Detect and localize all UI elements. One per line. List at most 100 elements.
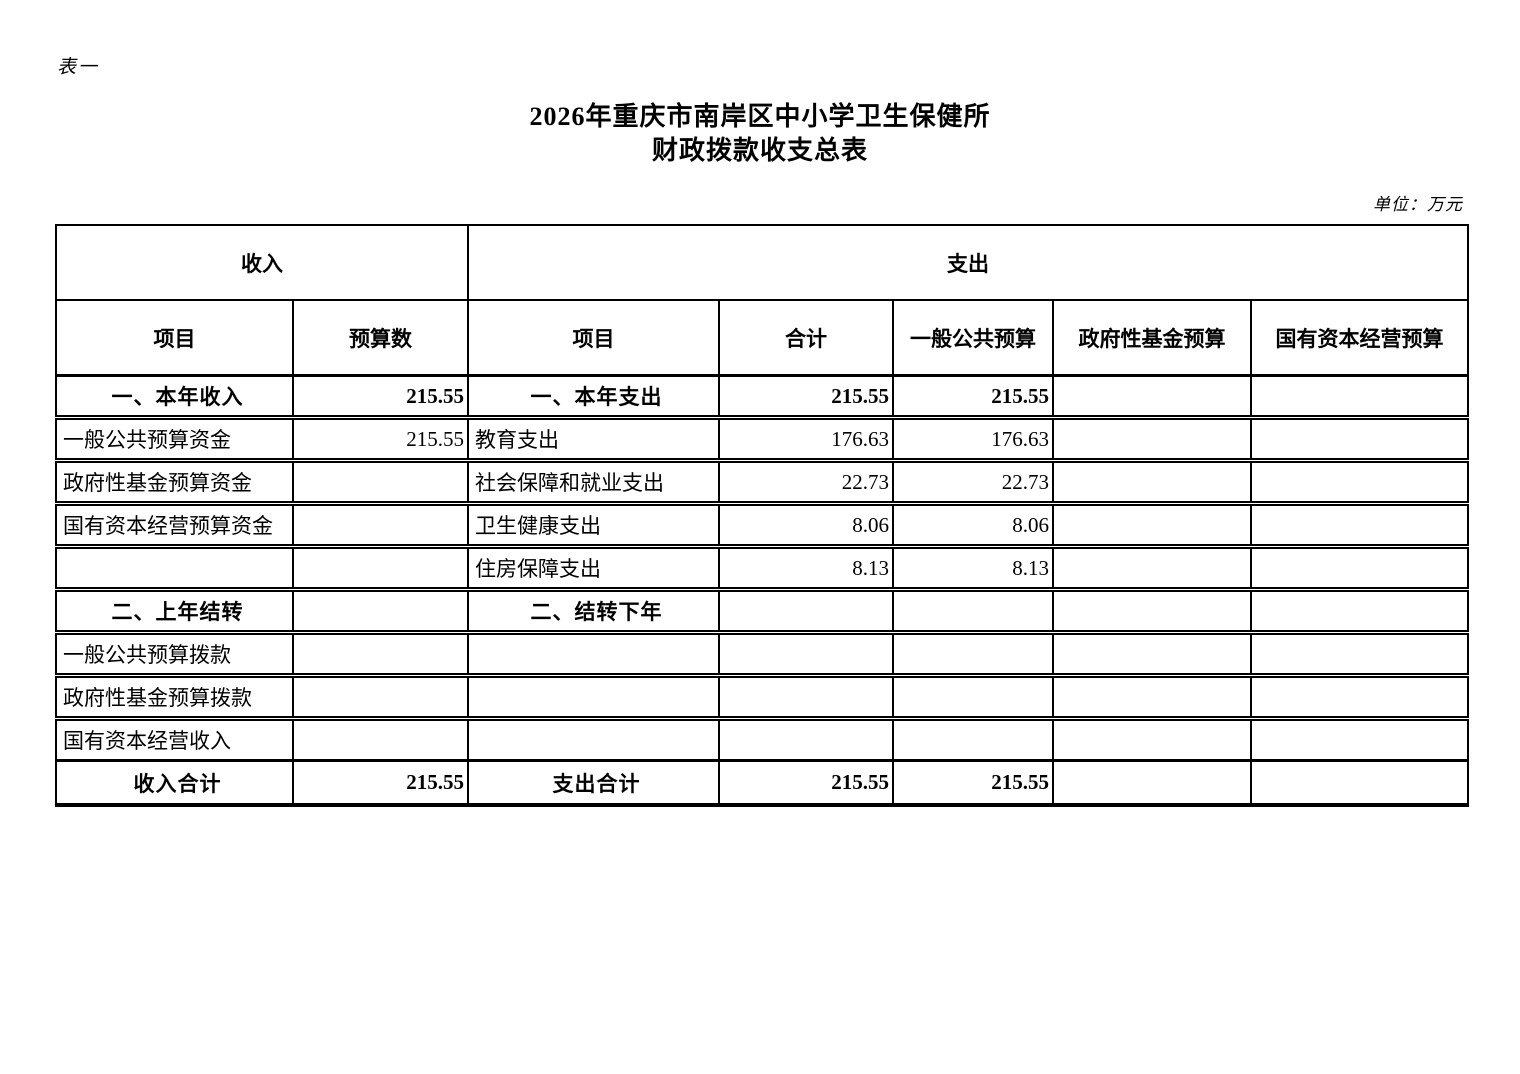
cell-exp-gov-fund <box>1052 587 1252 634</box>
table-row: 政府性基金预算资金 社会保障和就业支出 22.73 22.73 <box>55 458 1470 505</box>
cell-income-item: 国有资本经营预算资金 <box>55 501 294 548</box>
cell-exp-general-public <box>892 630 1054 677</box>
cell-income-budget <box>292 544 469 591</box>
table-row: 二、上年结转 二、结转下年 <box>55 587 1470 634</box>
cell-exp-general-public: 215.55 <box>892 374 1054 419</box>
col-header-exp-item: 项目 <box>467 299 720 377</box>
cell-exp-gov-fund <box>1052 716 1252 762</box>
cell-exp-gov-fund <box>1052 544 1252 591</box>
budget-table: 收入 支出 项目 预算数 项目 合计 一般公共预算 政府性基金预算 国有资本经营… <box>55 224 1470 807</box>
cell-exp-state-capital <box>1249 716 1470 762</box>
cell-exp-total: 8.06 <box>718 501 894 548</box>
sheet-label: 表一 <box>57 57 100 78</box>
cell-exp-gov-fund <box>1052 415 1252 462</box>
cell-income-item: 国有资本经营收入 <box>55 716 294 762</box>
col-header-income-budget: 预算数 <box>292 299 469 377</box>
col-header-income-item: 项目 <box>55 299 294 377</box>
cell-income-item: 二、上年结转 <box>55 587 294 634</box>
cell-exp-total <box>718 673 894 720</box>
cell-exp-total-state-capital <box>1249 759 1470 806</box>
cell-exp-gov-fund <box>1052 374 1252 419</box>
cell-exp-item: 二、结转下年 <box>467 587 720 634</box>
cell-income-budget <box>292 673 469 720</box>
cell-exp-item <box>467 630 720 677</box>
cell-exp-total: 176.63 <box>718 415 894 462</box>
cell-exp-total-sum: 215.55 <box>718 759 894 806</box>
cell-exp-item: 卫生健康支出 <box>467 501 720 548</box>
cell-income-budget <box>292 458 469 505</box>
cell-exp-item <box>467 716 720 762</box>
column-header-row: 项目 预算数 项目 合计 一般公共预算 政府性基金预算 国有资本经营预算 <box>55 299 1470 377</box>
cell-exp-state-capital <box>1249 415 1470 462</box>
cell-exp-item: 住房保障支出 <box>467 544 720 591</box>
cell-exp-state-capital <box>1249 587 1470 634</box>
cell-exp-total: 8.13 <box>718 544 894 591</box>
cell-exp-state-capital <box>1249 630 1470 677</box>
cell-income-budget: 215.55 <box>292 415 469 462</box>
cell-exp-state-capital <box>1249 374 1470 419</box>
cell-exp-total <box>718 716 894 762</box>
cell-exp-general-public: 22.73 <box>892 458 1054 505</box>
cell-income-item <box>55 544 294 591</box>
table-row: 一、本年收入 215.55 一、本年支出 215.55 215.55 <box>55 374 1470 419</box>
table-row: 国有资本经营预算资金 卫生健康支出 8.06 8.06 <box>55 501 1470 548</box>
unit-note: 单位：万元 <box>1373 195 1463 214</box>
group-header-row: 收入 支出 <box>55 224 1470 301</box>
cell-income-item: 一般公共预算资金 <box>55 415 294 462</box>
table-row: 收入合计 215.55 支出合计 215.55 215.55 <box>55 759 1470 806</box>
cell-exp-item: 一、本年支出 <box>467 374 720 419</box>
cell-exp-gov-fund <box>1052 673 1252 720</box>
cell-exp-total: 215.55 <box>718 374 894 419</box>
col-header-exp-general-public: 一般公共预算 <box>892 299 1054 377</box>
table-row: 国有资本经营收入 <box>55 716 1470 762</box>
table-body: 一、本年收入 215.55 一、本年支出 215.55 215.55 一般公共预… <box>55 374 1470 806</box>
cell-exp-gov-fund <box>1052 458 1252 505</box>
title-line-2: 财政拨款收支总表 <box>651 136 868 165</box>
expenditure-group-header: 支出 <box>466 224 1470 301</box>
cell-exp-gov-fund <box>1052 630 1252 677</box>
col-header-exp-state-capital: 国有资本经营预算 <box>1249 299 1470 377</box>
col-header-exp-total: 合计 <box>718 299 894 377</box>
cell-exp-total <box>718 630 894 677</box>
table-row: 一般公共预算拨款 <box>55 630 1470 677</box>
document-title: 2026年重庆市南岸区中小学卫生保健所 财政拨款收支总表 <box>0 100 1520 168</box>
cell-income-item: 一般公共预算拨款 <box>55 630 294 677</box>
col-header-exp-gov-fund: 政府性基金预算 <box>1052 299 1252 377</box>
table-row: 住房保障支出 8.13 8.13 <box>55 544 1470 591</box>
cell-exp-gov-fund <box>1052 501 1252 548</box>
cell-income-item: 一、本年收入 <box>55 374 294 419</box>
cell-exp-total <box>718 587 894 634</box>
income-group-header: 收入 <box>55 224 469 301</box>
cell-exp-total-general-public: 215.55 <box>892 759 1054 806</box>
cell-exp-general-public <box>892 673 1054 720</box>
cell-income-item: 政府性基金预算拨款 <box>55 673 294 720</box>
cell-exp-state-capital <box>1249 501 1470 548</box>
cell-income-budget: 215.55 <box>292 374 469 419</box>
cell-income-total-budget: 215.55 <box>292 759 469 806</box>
cell-exp-state-capital <box>1249 544 1470 591</box>
cell-exp-general-public: 176.63 <box>892 415 1054 462</box>
cell-income-budget <box>292 630 469 677</box>
cell-income-budget <box>292 501 469 548</box>
cell-exp-general-public: 8.13 <box>892 544 1054 591</box>
cell-exp-state-capital <box>1249 673 1470 720</box>
table-header: 收入 支出 项目 预算数 项目 合计 一般公共预算 政府性基金预算 国有资本经营… <box>55 224 1470 377</box>
cell-income-budget <box>292 716 469 762</box>
cell-exp-total-label: 支出合计 <box>467 759 720 806</box>
cell-exp-item <box>467 673 720 720</box>
cell-income-total: 收入合计 <box>55 759 294 806</box>
cell-exp-total-gov-fund <box>1052 759 1252 806</box>
cell-exp-state-capital <box>1249 458 1470 505</box>
cell-exp-general-public <box>892 716 1054 762</box>
cell-exp-general-public <box>892 587 1054 634</box>
cell-income-budget <box>292 587 469 634</box>
title-line-1: 2026年重庆市南岸区中小学卫生保健所 <box>529 102 991 131</box>
cell-exp-item: 教育支出 <box>467 415 720 462</box>
table-row: 一般公共预算资金 215.55 教育支出 176.63 176.63 <box>55 415 1470 462</box>
cell-income-item: 政府性基金预算资金 <box>55 458 294 505</box>
cell-exp-total: 22.73 <box>718 458 894 505</box>
table-row: 政府性基金预算拨款 <box>55 673 1470 720</box>
cell-exp-general-public: 8.06 <box>892 501 1054 548</box>
cell-exp-item: 社会保障和就业支出 <box>467 458 720 505</box>
